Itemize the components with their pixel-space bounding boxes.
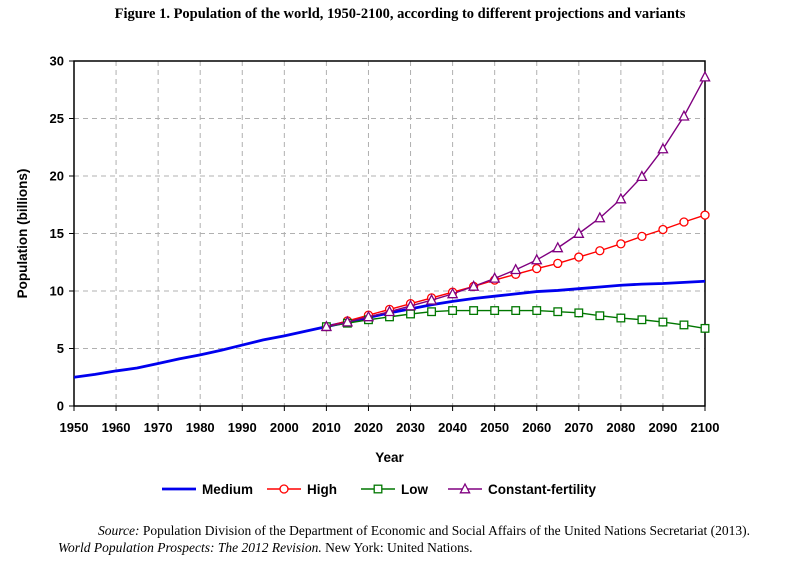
data-point-constant-fertility — [362, 310, 375, 322]
legend-marker — [459, 482, 471, 494]
series-low — [321, 306, 710, 333]
x-tick-label: 2040 — [438, 420, 467, 435]
data-point-constant-fertility — [383, 305, 396, 317]
series-medium — [73, 279, 706, 379]
source-label: Source: — [98, 523, 140, 538]
tick-layer: 1950 1960 1970 1980 1990 2000 2010 2020 2030 2040… — [50, 54, 720, 436]
data-point-low — [448, 306, 458, 315]
legend-label: Constant-fertility — [488, 482, 596, 497]
data-point-low — [700, 323, 710, 333]
x-tick-label: 2100 — [691, 420, 720, 435]
data-point-low — [574, 308, 584, 318]
grid-layer — [74, 61, 705, 406]
data-point-constant-fertility — [404, 299, 417, 311]
series-line-constant-fertility — [326, 76, 706, 328]
source-publication: World Population Prospects: The 2012 Rev… — [58, 540, 322, 555]
legend-item-medium: Medium — [162, 482, 253, 497]
legend-item-low: Low — [361, 482, 428, 497]
x-tick-label: 2090 — [648, 420, 677, 435]
y-tick-label: 20 — [50, 169, 64, 184]
data-point-low — [637, 315, 647, 325]
series-layer — [73, 70, 711, 379]
y-tick-label: 30 — [50, 54, 64, 69]
data-point-constant-fertility — [594, 211, 606, 223]
legend-label: Medium — [202, 482, 253, 497]
y-tick-label: 10 — [50, 284, 64, 299]
data-point-high — [637, 231, 647, 242]
x-tick-label: 1960 — [102, 420, 131, 435]
data-point-low — [532, 306, 542, 315]
x-tick-label: 2080 — [606, 420, 635, 435]
legend-label: Low — [401, 482, 428, 497]
data-point-high — [553, 258, 563, 269]
series-constant-fertility — [320, 70, 711, 332]
x-tick-label: 2030 — [396, 420, 425, 435]
legend-item-constant-fertility: Constant-fertility — [448, 482, 596, 497]
x-axis-title: Year — [375, 450, 404, 465]
data-point-low — [679, 320, 689, 330]
data-point-constant-fertility — [341, 315, 354, 327]
source-note: Source: Population Division of the Depar… — [58, 522, 788, 556]
data-point-low — [595, 311, 605, 321]
series-line-medium — [73, 279, 706, 379]
source-publication-rest: New York: United Nations. — [321, 540, 473, 555]
data-point-constant-fertility — [425, 293, 438, 305]
data-point-high — [595, 246, 605, 256]
data-point-high — [616, 239, 626, 249]
data-point-constant-fertility — [446, 287, 459, 299]
legend-marker — [279, 484, 289, 494]
data-point-high — [532, 263, 542, 274]
x-tick-label: 2060 — [522, 420, 551, 435]
x-tick-label: 1980 — [186, 420, 215, 435]
source-text: Population Division of the Department of… — [139, 523, 750, 538]
legend: Medium High Low Constant-fertility — [162, 482, 596, 497]
data-point-constant-fertility — [678, 109, 690, 121]
y-tick-label: 0 — [57, 399, 64, 414]
legend-marker — [373, 484, 383, 494]
legend-label: High — [307, 482, 337, 497]
data-point-constant-fertility — [636, 170, 648, 182]
data-point-constant-fertility — [573, 227, 585, 238]
x-tick-label: 1990 — [228, 420, 257, 435]
data-point-high — [679, 217, 689, 227]
x-tick-label: 1950 — [60, 420, 89, 435]
data-point-constant-fertility — [657, 142, 669, 154]
data-point-low — [490, 306, 500, 315]
y-tick-label: 25 — [50, 111, 64, 126]
data-point-low — [616, 313, 626, 323]
population-line-chart: 1950 1960 1970 1980 1990 2000 2010 2020 2030 2040… — [15, 54, 720, 498]
data-point-constant-fertility — [615, 192, 627, 204]
x-tick-label: 2000 — [270, 420, 299, 435]
x-tick-label: 2020 — [354, 420, 383, 435]
y-tick-label: 5 — [57, 341, 64, 356]
data-point-constant-fertility — [552, 241, 564, 253]
data-point-low — [406, 309, 415, 319]
figure-title: Figure 1. Population of the world, 1950-… — [114, 6, 686, 22]
data-point-low — [427, 307, 437, 317]
data-point-constant-fertility — [510, 263, 522, 275]
data-point-low — [469, 306, 479, 315]
legend-item-high: High — [267, 482, 337, 497]
data-point-constant-fertility — [467, 279, 480, 291]
data-point-low — [553, 307, 563, 317]
data-point-high — [700, 210, 710, 220]
data-point-high — [574, 252, 584, 262]
x-tick-label: 2010 — [312, 420, 341, 435]
data-point-constant-fertility — [488, 271, 501, 283]
data-point-low — [658, 317, 668, 327]
y-tick-label: 15 — [50, 226, 64, 241]
data-point-constant-fertility — [699, 70, 711, 82]
data-point-constant-fertility — [320, 320, 333, 332]
data-point-high — [658, 224, 668, 235]
data-point-constant-fertility — [531, 253, 543, 265]
y-axis-title: Population (billions) — [15, 169, 30, 299]
x-tick-label: 1970 — [144, 420, 173, 435]
x-tick-label: 2050 — [480, 420, 509, 435]
x-tick-label: 2070 — [564, 420, 593, 435]
data-point-low — [511, 306, 521, 315]
